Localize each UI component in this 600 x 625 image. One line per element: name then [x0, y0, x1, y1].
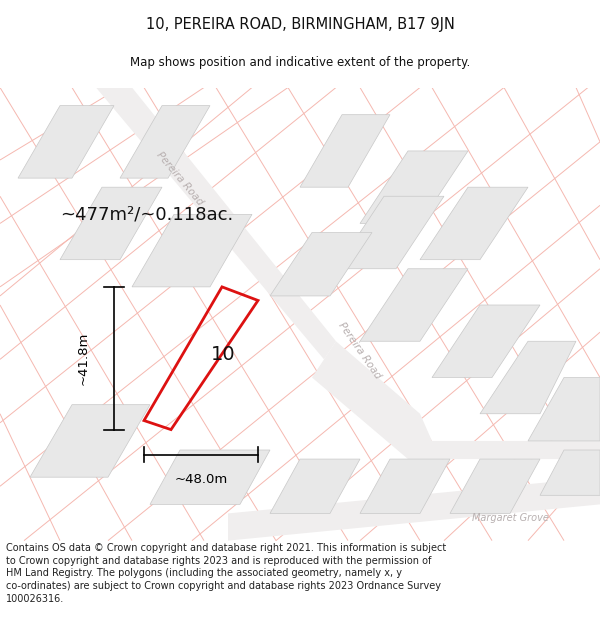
- Polygon shape: [360, 459, 450, 514]
- Polygon shape: [528, 378, 600, 441]
- Polygon shape: [18, 106, 114, 178]
- Polygon shape: [60, 188, 162, 260]
- Text: ~41.8m: ~41.8m: [76, 331, 89, 385]
- Polygon shape: [432, 305, 540, 378]
- Polygon shape: [228, 478, 600, 541]
- Text: Margaret Grove: Margaret Grove: [472, 513, 548, 523]
- Polygon shape: [480, 341, 576, 414]
- Polygon shape: [336, 196, 444, 269]
- Polygon shape: [420, 188, 528, 260]
- Polygon shape: [540, 450, 600, 495]
- Polygon shape: [360, 269, 468, 341]
- Polygon shape: [30, 405, 150, 478]
- Text: 10, PEREIRA ROAD, BIRMINGHAM, B17 9JN: 10, PEREIRA ROAD, BIRMINGHAM, B17 9JN: [146, 17, 454, 32]
- Polygon shape: [300, 115, 390, 188]
- Text: ~48.0m: ~48.0m: [175, 473, 227, 486]
- Text: Map shows position and indicative extent of the property.: Map shows position and indicative extent…: [130, 56, 470, 69]
- Text: Contains OS data © Crown copyright and database right 2021. This information is : Contains OS data © Crown copyright and d…: [6, 543, 446, 604]
- Polygon shape: [312, 341, 600, 459]
- Polygon shape: [450, 459, 540, 514]
- Polygon shape: [360, 151, 468, 223]
- Polygon shape: [150, 450, 270, 504]
- Polygon shape: [96, 88, 336, 359]
- Polygon shape: [270, 232, 372, 296]
- Polygon shape: [270, 459, 360, 514]
- Text: ~477m²/~0.118ac.: ~477m²/~0.118ac.: [60, 206, 233, 223]
- Text: 10: 10: [211, 346, 235, 364]
- Polygon shape: [120, 106, 210, 178]
- Polygon shape: [132, 214, 252, 287]
- Text: Pereira Road: Pereira Road: [155, 149, 205, 207]
- Text: Pereira Road: Pereira Road: [337, 320, 383, 381]
